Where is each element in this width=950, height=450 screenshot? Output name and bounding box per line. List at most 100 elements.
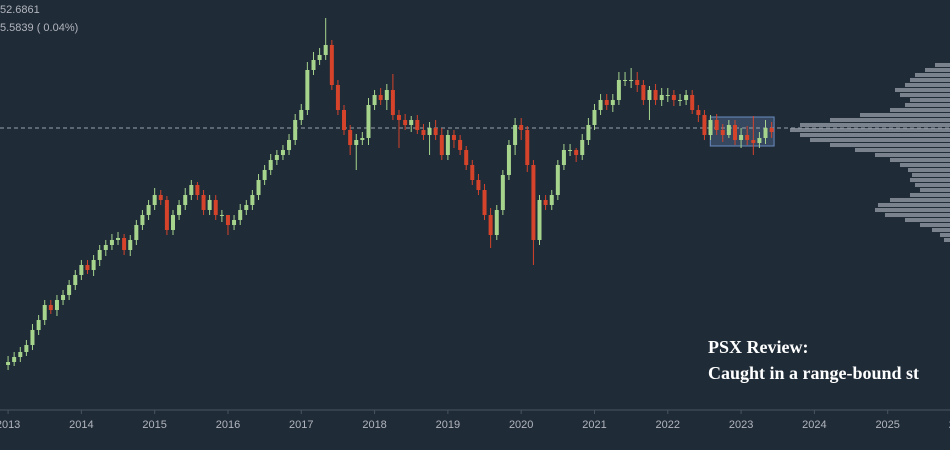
- candle-body: [42, 305, 47, 320]
- candle-body: [476, 180, 481, 190]
- candle-body: [531, 165, 536, 240]
- candle-body: [708, 120, 713, 135]
- candle-body: [470, 165, 475, 180]
- profile-bar: [875, 153, 950, 157]
- candle-body: [335, 85, 340, 110]
- candle-body: [354, 140, 359, 145]
- candle-body: [280, 150, 285, 155]
- candle-body: [48, 305, 53, 310]
- candle-body: [116, 238, 121, 240]
- candle-body: [739, 135, 744, 140]
- x-tick-label: 2026: [949, 419, 950, 431]
- candle-body: [629, 80, 634, 81]
- profile-bar: [890, 108, 950, 112]
- candle-body: [451, 135, 456, 140]
- candle-body: [219, 215, 224, 216]
- candle-body: [384, 90, 389, 100]
- candle-body: [189, 185, 194, 195]
- profile-bar: [905, 83, 950, 87]
- candle-body: [146, 205, 151, 215]
- candle-body: [604, 100, 609, 105]
- candle-body: [598, 100, 603, 110]
- candle-body: [537, 200, 542, 240]
- profile-bar: [910, 98, 950, 102]
- profile-bar: [810, 138, 950, 142]
- candle-body: [183, 195, 188, 205]
- candle-body: [726, 125, 731, 135]
- candle-body: [103, 245, 108, 250]
- profile-bar: [790, 128, 950, 132]
- plot-area: [0, 18, 950, 370]
- candle-body: [12, 357, 17, 362]
- candle-body: [745, 135, 750, 140]
- candle-body: [305, 70, 310, 110]
- candle-body: [238, 210, 243, 220]
- candle-body: [763, 128, 768, 138]
- annotation: Caught in a range-bound st: [708, 363, 919, 383]
- candle-body: [568, 150, 573, 151]
- candle-body: [549, 195, 554, 205]
- candle-body: [421, 130, 426, 135]
- candle-body: [610, 100, 615, 105]
- candle-body: [54, 300, 59, 310]
- x-tick-label: 2013: [0, 419, 20, 431]
- candle-body: [195, 185, 200, 195]
- x-tick-label: 2024: [802, 419, 826, 431]
- candle-body: [482, 190, 487, 215]
- candle-body: [574, 150, 579, 155]
- candle-body: [415, 120, 420, 130]
- x-tick-label: 2016: [216, 419, 240, 431]
- candle-body: [36, 320, 41, 330]
- candle-body: [262, 170, 267, 180]
- candle-body: [769, 128, 774, 132]
- candle-body: [152, 195, 157, 205]
- candle-body: [616, 80, 621, 100]
- candle-body: [653, 90, 658, 100]
- candle-body: [244, 205, 249, 210]
- candle-body: [323, 45, 328, 55]
- candle-body: [24, 345, 29, 352]
- candle-body: [671, 95, 676, 100]
- profile-bar: [905, 218, 950, 222]
- profile-bar: [895, 88, 950, 92]
- profile-bar: [910, 193, 950, 197]
- profile-bar: [920, 223, 950, 227]
- candle-body: [439, 135, 444, 155]
- candle-body: [390, 90, 395, 115]
- profile-bar: [855, 148, 950, 152]
- candle-body: [641, 85, 646, 100]
- x-tick-label: 2023: [729, 419, 753, 431]
- annotation: PSX Review:: [708, 337, 808, 357]
- candle-body: [268, 160, 273, 170]
- candle-body: [30, 330, 35, 345]
- profile-bar: [910, 178, 950, 182]
- candle-body: [488, 215, 493, 235]
- candle-body: [733, 125, 738, 140]
- profile-bar: [890, 198, 950, 202]
- candle-body: [623, 80, 628, 81]
- candle-body: [213, 200, 218, 215]
- candle-body: [396, 115, 401, 120]
- candle-body: [128, 240, 133, 250]
- candle-body: [525, 130, 530, 165]
- profile-bar: [915, 73, 950, 77]
- candle-body: [97, 250, 102, 260]
- profile-bar: [875, 208, 950, 212]
- candle-body: [207, 200, 212, 210]
- candle-body: [555, 165, 560, 195]
- candle-body: [91, 260, 96, 270]
- candle-body: [360, 138, 365, 140]
- candle-body: [287, 140, 292, 150]
- x-tick-label: 2025: [875, 419, 899, 431]
- candle-body: [500, 175, 505, 210]
- candle-body: [73, 275, 78, 285]
- candle-body: [665, 95, 670, 96]
- profile-bar: [932, 228, 950, 232]
- candle-body: [519, 125, 524, 130]
- candle-body: [293, 120, 298, 140]
- candle-body: [274, 155, 279, 160]
- candle-body: [170, 215, 175, 230]
- candle-body: [433, 128, 438, 135]
- candle-body: [122, 238, 127, 250]
